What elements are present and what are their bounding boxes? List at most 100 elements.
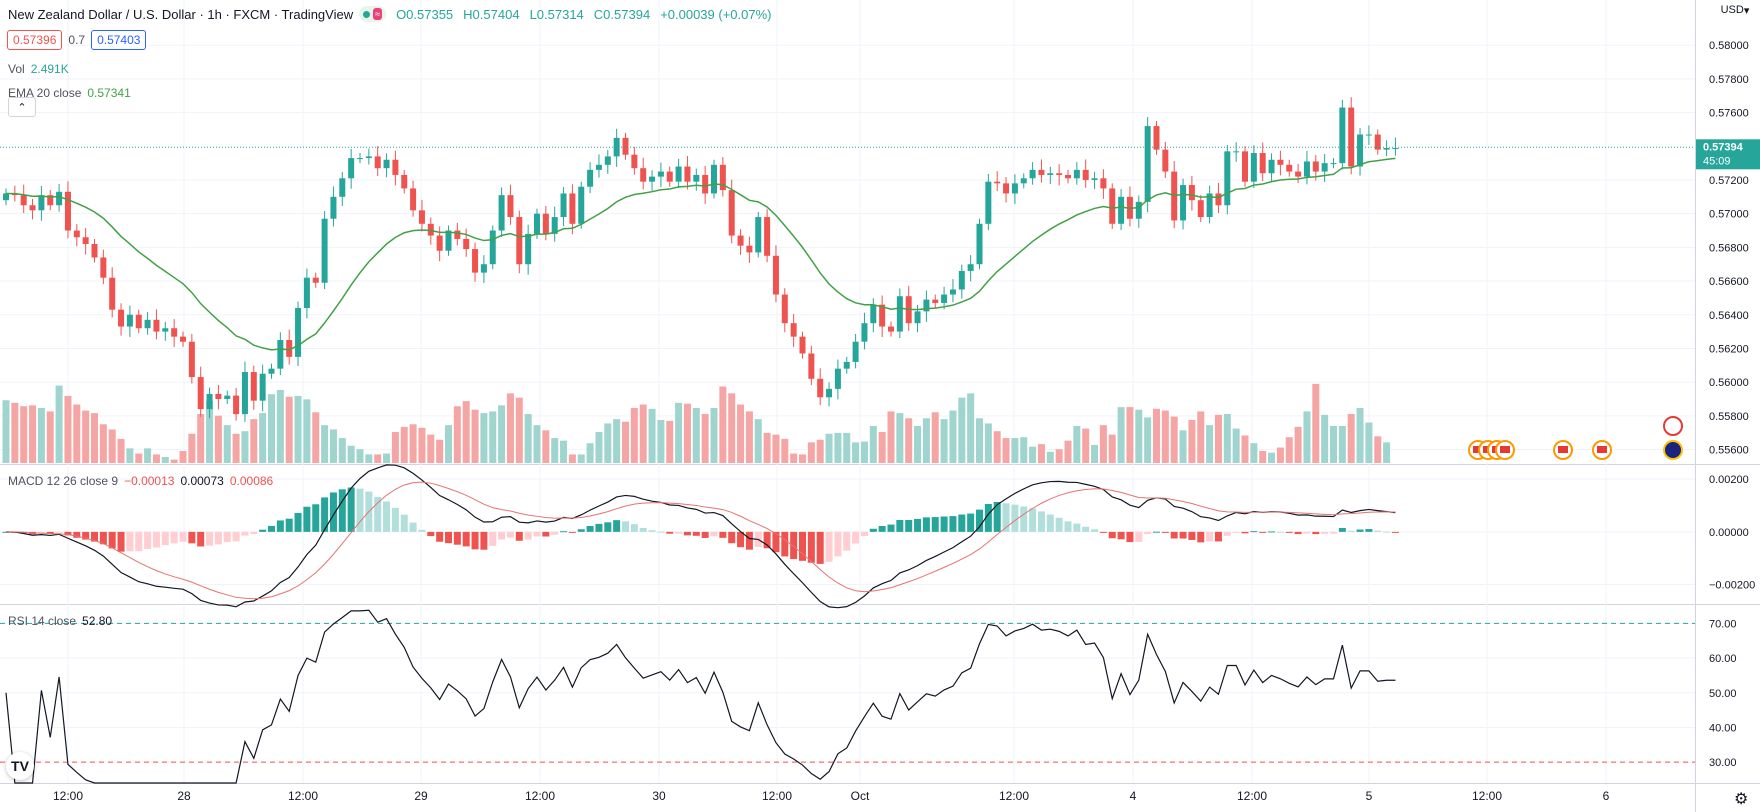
macd-histogram-bar [1259,531,1267,533]
candle-body [923,299,930,312]
volume-bar [135,453,143,463]
us-event-flag-icon [1663,416,1683,436]
volume-bar [1383,442,1391,463]
macd-histogram-bar [347,487,355,532]
time-tick-label: 12:00 [999,789,1029,803]
candle-body [728,190,735,236]
candle-body [622,137,629,155]
macd-histogram-bar [445,531,452,544]
macd-histogram-bar [586,525,594,532]
volume-bar [427,434,435,463]
macd-histogram-bar [1197,531,1205,543]
macd-histogram-bar [1356,529,1364,532]
volume-bar [2,400,10,463]
candle-body [1162,149,1169,172]
candle-body [746,245,753,253]
volume-bar [1206,425,1214,463]
macd-histogram-bar [232,531,240,542]
ema-label: EMA 20 close [8,86,82,100]
candle-body [896,296,903,332]
candle-body [985,181,992,224]
macd-histogram-bar [1312,531,1320,535]
candle-body [321,218,328,283]
volume-bar [1064,440,1072,463]
volume-bar [834,432,842,463]
volume-legend[interactable]: Vol 2.491K [8,62,69,76]
candle-body [436,235,443,251]
volume-bar [179,450,187,463]
candle-body [649,176,656,182]
tradingview-logo[interactable]: TV [6,752,34,780]
time-tick-label: 6 [1603,789,1610,803]
macd-histogram-bar [170,531,178,544]
volume-bar [73,404,81,463]
macd-legend[interactable]: MACD 12 26 close 9 −0.00013 0.00073 0.00… [8,474,273,488]
volume-bar [29,405,37,463]
candle-body [711,164,717,194]
candle-body [20,195,27,206]
rsi-legend[interactable]: RSI 14 close 52.80 [8,614,112,628]
candle-body [755,217,762,253]
candle-body [790,323,797,337]
macd-histogram-bar [515,531,523,541]
volume-bar [1029,446,1037,463]
candle-body [569,193,576,224]
candle-body [1259,153,1266,174]
volume-bar [825,433,833,463]
candle-body [932,299,939,303]
macd-histogram-bar [781,531,789,557]
candle-body [675,166,682,182]
volume-label: Vol [8,62,25,76]
macd-histogram-bar [276,520,284,532]
candle-body [684,166,691,182]
currency-button[interactable]: USD ▾ [1712,0,1758,20]
candle-body [489,230,496,265]
macd-histogram-bar [329,492,337,532]
volume-bar [984,423,992,463]
macd-histogram-bar [241,531,249,536]
ohlc-low: L0.57314 [529,6,584,22]
macd-histogram-bar [321,497,329,532]
macd-histogram-bar [799,531,806,561]
candle-body [772,255,779,295]
volume-bar [400,426,408,463]
macd-histogram-bar [595,523,603,532]
collapse-legend-button[interactable]: ⌃ [8,97,36,117]
settings-gear-icon[interactable]: ⚙ [1734,791,1749,808]
nz-event-flag-icon [1663,440,1683,460]
candle-body [525,233,532,265]
macd-tick-label: 0.00000 [1709,527,1749,539]
candle-body [666,171,673,182]
volume-bar [737,404,745,463]
volume-bar [781,438,789,463]
volume-bar [489,411,497,463]
sell-price-button[interactable]: 0.57396 [7,30,63,50]
macd-histogram-bar [542,531,550,537]
candle-body [1056,173,1063,175]
candle-body [888,326,894,332]
volume-bar [524,413,532,463]
volume-bar [1099,425,1107,463]
volume-bar [471,409,479,463]
price-tick-label: 0.55600 [1709,445,1749,457]
volume-bar [480,413,488,463]
candle-body [277,340,284,369]
macd-histogram-bar [259,529,267,532]
macd-signal-value: 0.00086 [229,474,274,488]
buy-price-button[interactable]: 0.57403 [91,30,147,50]
volume-bar [1037,444,1045,463]
price-tick-label: 0.57200 [1709,175,1749,187]
volume-bar [586,443,594,463]
volume-bar [878,432,886,463]
macd-histogram-bar [161,531,169,546]
candle-body [38,195,45,211]
ema-legend[interactable]: EMA 20 close 0.57341 [8,86,131,100]
volume-bar [188,433,196,463]
macd-histogram-bar [1268,531,1276,533]
volume-bar [1241,435,1249,463]
candle-body [551,217,558,234]
candle-body [1242,151,1248,182]
candle-body [808,353,815,379]
macd-histogram-bar [400,514,408,532]
